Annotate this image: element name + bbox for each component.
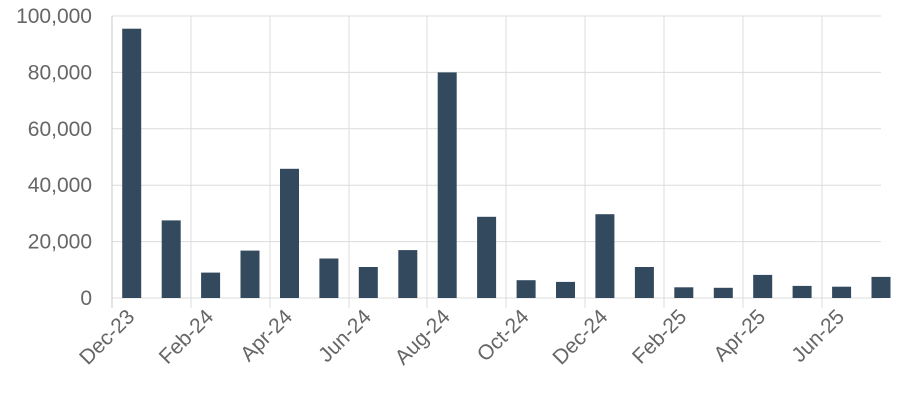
bar-sep-24 [477, 216, 497, 298]
y-tick-label: 40,000 [28, 174, 92, 197]
y-tick-label: 100,000 [16, 5, 92, 28]
bar-dec-23 [122, 28, 142, 298]
bar-oct-24 [516, 280, 536, 298]
bar-aug-24 [437, 72, 457, 299]
bar-jan-25 [634, 267, 654, 298]
x-tick-label: Apr-24 [236, 305, 297, 366]
bar-jun-25 [832, 286, 852, 298]
x-tick-label: Jun-24 [314, 305, 376, 367]
grid [111, 15, 881, 308]
bar-apr-24 [280, 168, 299, 298]
x-tick-label: Jun-25 [787, 305, 849, 367]
x-tick-label: Dec-23 [75, 305, 139, 369]
bar-mar-25 [713, 287, 733, 298]
bar-dec-24 [595, 214, 615, 298]
bar-jan-24 [161, 220, 181, 298]
bar-may-25 [792, 285, 812, 298]
bar-mar-24 [240, 250, 260, 298]
x-tick-label: Dec-24 [548, 305, 612, 369]
x-tick-label: Apr-25 [709, 305, 770, 366]
bar-nov-24 [556, 281, 575, 298]
bar-feb-24 [201, 272, 221, 298]
y-tick-label: 60,000 [28, 118, 92, 141]
y-tick-label: 0 [80, 287, 92, 310]
y-tick-label: 80,000 [28, 61, 92, 84]
x-tick-label: Feb-25 [628, 305, 691, 368]
bar-jul-25 [871, 276, 891, 298]
bar-apr-25 [753, 274, 773, 298]
x-tick-label: Aug-24 [391, 305, 455, 369]
y-axis-ticks: 0 20,000 40,000 60,000 80,000 100,000 [16, 5, 92, 310]
x-tick-label: Oct-24 [473, 305, 534, 366]
bar-jun-24 [358, 267, 378, 298]
y-tick-label: 20,000 [28, 231, 92, 254]
bar-feb-25 [674, 287, 694, 298]
x-tick-label: Feb-24 [155, 305, 219, 369]
bar-jul-24 [398, 250, 418, 298]
x-axis-ticks: Dec-23 Feb-24 Apr-24 Jun-24 Aug-24 Oct-24 Dec-… [75, 305, 849, 369]
bar-may-24 [319, 258, 339, 298]
bars [122, 28, 891, 299]
